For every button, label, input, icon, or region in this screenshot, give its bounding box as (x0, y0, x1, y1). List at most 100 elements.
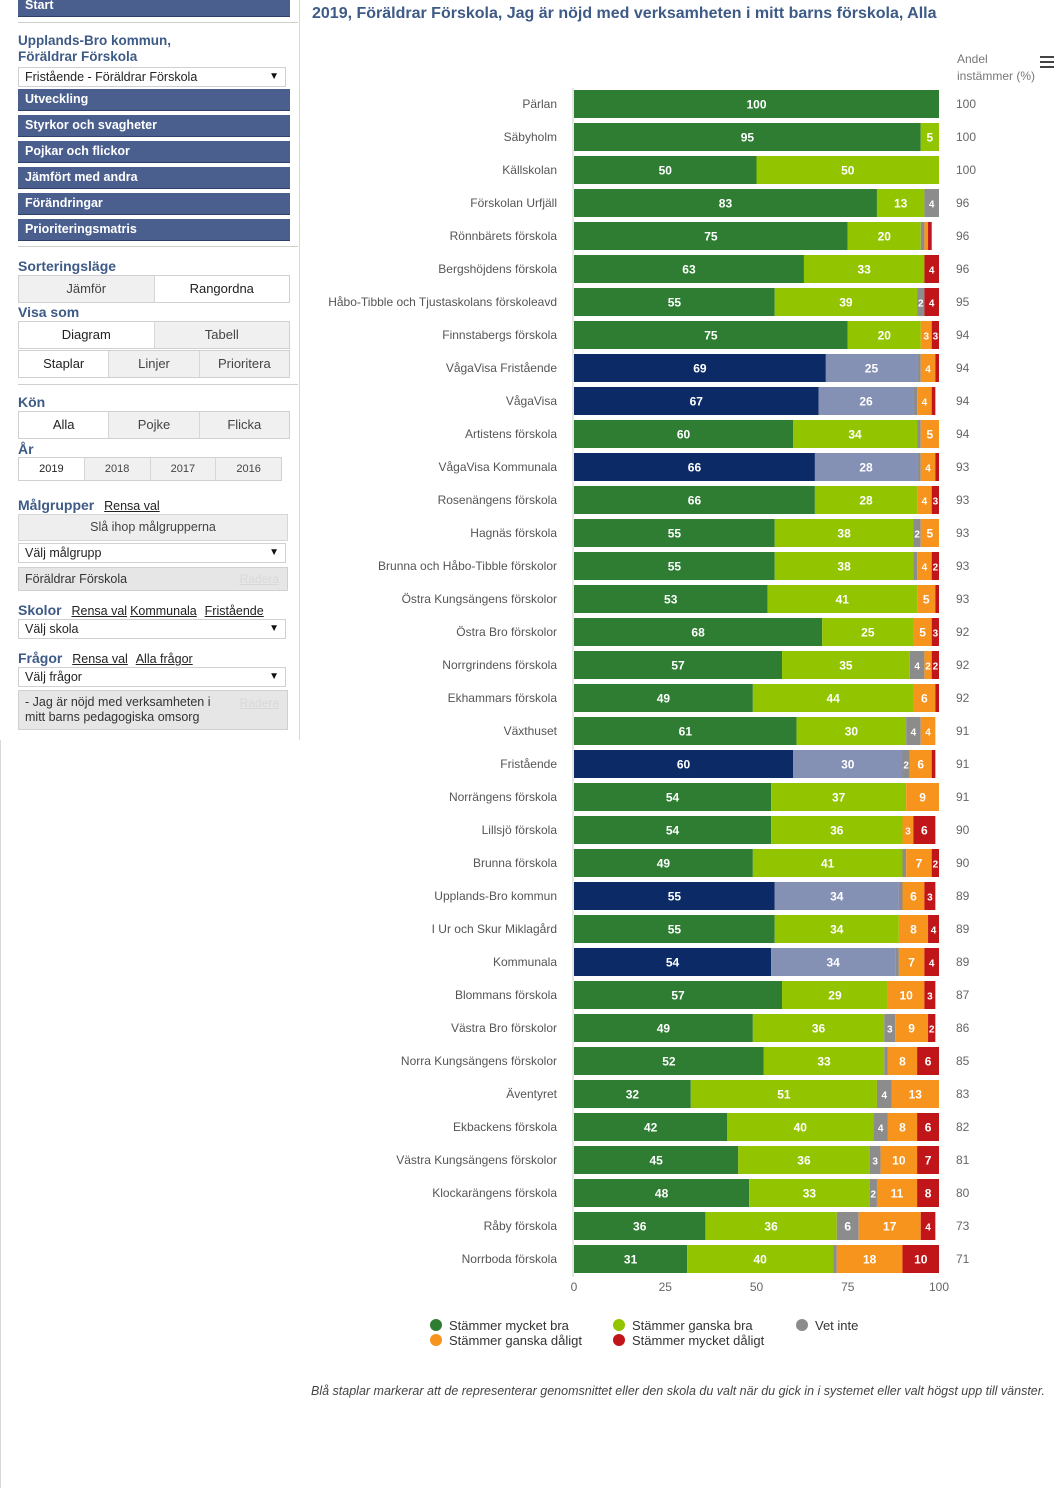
legend-item-ganska-daligt[interactable]: Stämmer ganska dåligt (430, 1333, 582, 1348)
start-button[interactable]: Start (18, 0, 290, 17)
bar-segment-ganska-daligt[interactable] (906, 849, 932, 877)
bar-segment-ganska-bra[interactable] (705, 1212, 837, 1240)
group-select[interactable]: Välj målgrupp ▼ (18, 543, 286, 563)
bar-segment-ganska-daligt[interactable] (920, 717, 936, 745)
bar-segment-mycket-daligt[interactable] (935, 354, 939, 382)
bar-segment-mycket-bra[interactable] (574, 420, 793, 448)
nav-utveckling[interactable]: Utveckling (18, 89, 290, 111)
bar-segment-mycket-bra[interactable] (574, 981, 783, 1009)
bar-segment-vet-inte[interactable] (902, 750, 910, 778)
bar-segment-mycket-bra[interactable] (574, 849, 753, 877)
gender-flicka[interactable]: Flicka (198, 412, 289, 438)
bar-segment-mycket-bra[interactable] (574, 915, 775, 943)
bar-segment-mycket-bra[interactable] (574, 816, 772, 844)
bar-segment-ganska-daligt[interactable] (917, 552, 932, 580)
bar-segment-ganska-daligt[interactable] (887, 981, 925, 1009)
bar-segment-mycket-daligt[interactable] (931, 552, 939, 580)
bar-segment-mycket-bra[interactable] (574, 1146, 739, 1174)
nav-pojkar-flickor[interactable]: Pojkar och flickor (18, 141, 290, 163)
gender-alla[interactable]: Alla (19, 412, 109, 438)
bar-segment-mycket-bra[interactable] (574, 717, 797, 745)
bar-segment-mycket-bra[interactable] (574, 387, 819, 415)
bar-segment-ganska-bra[interactable] (771, 816, 903, 844)
bar-segment-mycket-daligt[interactable] (902, 1245, 940, 1273)
bar-segment-ganska-daligt[interactable] (920, 321, 932, 349)
bar-segment-ganska-daligt[interactable] (898, 948, 925, 976)
legend-item-mycket-daligt[interactable]: Stämmer mycket dåligt (613, 1333, 764, 1348)
gender-pojke[interactable]: Pojke (108, 412, 198, 438)
nav-prioriteringsmatris[interactable]: Prioriteringsmatris (18, 219, 290, 241)
legend-item-ganska-bra[interactable]: Stämmer ganska bra (613, 1318, 753, 1333)
bar-segment-mycket-bra[interactable] (574, 882, 775, 910)
remove-group-link[interactable]: Radera (239, 572, 279, 586)
nav-styrkor-svagheter[interactable]: Styrkor och svagheter (18, 115, 290, 137)
chart-staplar[interactable]: Staplar (19, 351, 109, 377)
bar-segment-mycket-bra[interactable] (574, 486, 815, 514)
bar-segment-mycket-bra[interactable] (574, 1245, 688, 1273)
bar-segment-mycket-daligt[interactable] (924, 255, 939, 283)
bar-segment-mycket-daligt[interactable] (913, 816, 936, 844)
bar-segment-ganska-bra[interactable] (814, 486, 918, 514)
bar-segment-vet-inte[interactable] (909, 651, 925, 679)
bar-segment-mycket-bra[interactable] (574, 1113, 728, 1141)
bar-segment-ganska-daligt[interactable] (917, 486, 932, 514)
bar-segment-ganska-daligt[interactable] (920, 354, 936, 382)
bar-segment-ganska-daligt[interactable] (906, 783, 939, 811)
bar-segment-mycket-daligt[interactable] (928, 1014, 936, 1042)
bar-segment-ganska-bra[interactable] (774, 288, 918, 316)
bar-segment-ganska-daligt[interactable] (920, 420, 939, 448)
bar-segment-ganska-bra[interactable] (752, 684, 914, 712)
bar-segment-mycket-daligt[interactable] (931, 321, 939, 349)
bar-segment-mycket-daligt[interactable] (917, 1179, 939, 1207)
bar-segment-ganska-daligt[interactable] (891, 1080, 939, 1108)
bar-segment-ganska-bra[interactable] (782, 981, 888, 1009)
bar-segment-vet-inte[interactable] (917, 420, 921, 448)
bar-segment-ganska-bra[interactable] (749, 1179, 870, 1207)
schools-municipal-link[interactable]: Kommunala (130, 604, 197, 618)
bar-segment-ganska-bra[interactable] (876, 189, 925, 217)
bar-segment-ganska-bra[interactable] (796, 717, 907, 745)
legend-item-mycket-bra[interactable]: Stämmer mycket bra (430, 1318, 569, 1333)
bar-segment-mycket-daligt[interactable] (931, 849, 939, 877)
bar-segment-ganska-bra[interactable] (793, 750, 903, 778)
bar-segment-mycket-bra[interactable] (574, 123, 921, 151)
chart-prioritera[interactable]: Prioritera (198, 351, 289, 377)
bar-segment-mycket-bra[interactable] (574, 651, 783, 679)
bar-segment-mycket-bra[interactable] (574, 750, 793, 778)
bar-segment-vet-inte[interactable] (917, 453, 921, 481)
chart-linjer[interactable]: Linjer (108, 351, 198, 377)
bar-segment-ganska-daligt[interactable] (924, 222, 929, 250)
bar-segment-ganska-daligt[interactable] (917, 387, 932, 415)
bar-segment-ganska-bra[interactable] (690, 1080, 877, 1108)
bar-segment-mycket-bra[interactable] (574, 1047, 764, 1075)
legend-item-vet-inte[interactable]: Vet inte (796, 1318, 858, 1333)
bar-segment-ganska-bra[interactable] (782, 651, 910, 679)
bar-segment-vet-inte[interactable] (913, 519, 921, 547)
bar-segment-ganska-bra[interactable] (727, 1113, 874, 1141)
bar-segment-ganska-bra[interactable] (687, 1245, 834, 1273)
bar-segment-ganska-bra[interactable] (822, 618, 914, 646)
bar-segment-ganska-bra[interactable] (771, 783, 907, 811)
bar-segment-mycket-daligt[interactable] (931, 618, 939, 646)
bar-segment-vet-inte[interactable] (884, 1047, 888, 1075)
bar-segment-mycket-daligt[interactable] (917, 1146, 939, 1174)
bar-segment-ganska-daligt[interactable] (913, 684, 936, 712)
bar-segment-vet-inte[interactable] (913, 387, 918, 415)
bar-segment-ganska-bra[interactable] (793, 420, 918, 448)
bar-segment-mycket-daligt[interactable] (935, 684, 939, 712)
bar-segment-ganska-bra[interactable] (774, 552, 914, 580)
bar-segment-mycket-bra[interactable] (574, 1014, 753, 1042)
bar-segment-ganska-bra[interactable] (847, 222, 921, 250)
bar-segment-ganska-bra[interactable] (774, 882, 899, 910)
year-2019[interactable]: 2019 (19, 458, 84, 480)
bar-segment-vet-inte[interactable] (906, 717, 921, 745)
bar-segment-mycket-bra[interactable] (574, 519, 775, 547)
bar-segment-vet-inte[interactable] (884, 1014, 896, 1042)
bar-segment-ganska-daligt[interactable] (858, 1212, 921, 1240)
bar-segment-mycket-bra[interactable] (574, 585, 768, 613)
bar-segment-ganska-bra[interactable] (814, 453, 918, 481)
bar-segment-vet-inte[interactable] (869, 1146, 881, 1174)
view-diagram[interactable]: Diagram (19, 322, 154, 348)
bar-segment-mycket-bra[interactable] (574, 156, 757, 184)
bar-segment-mycket-daligt[interactable] (917, 1113, 939, 1141)
